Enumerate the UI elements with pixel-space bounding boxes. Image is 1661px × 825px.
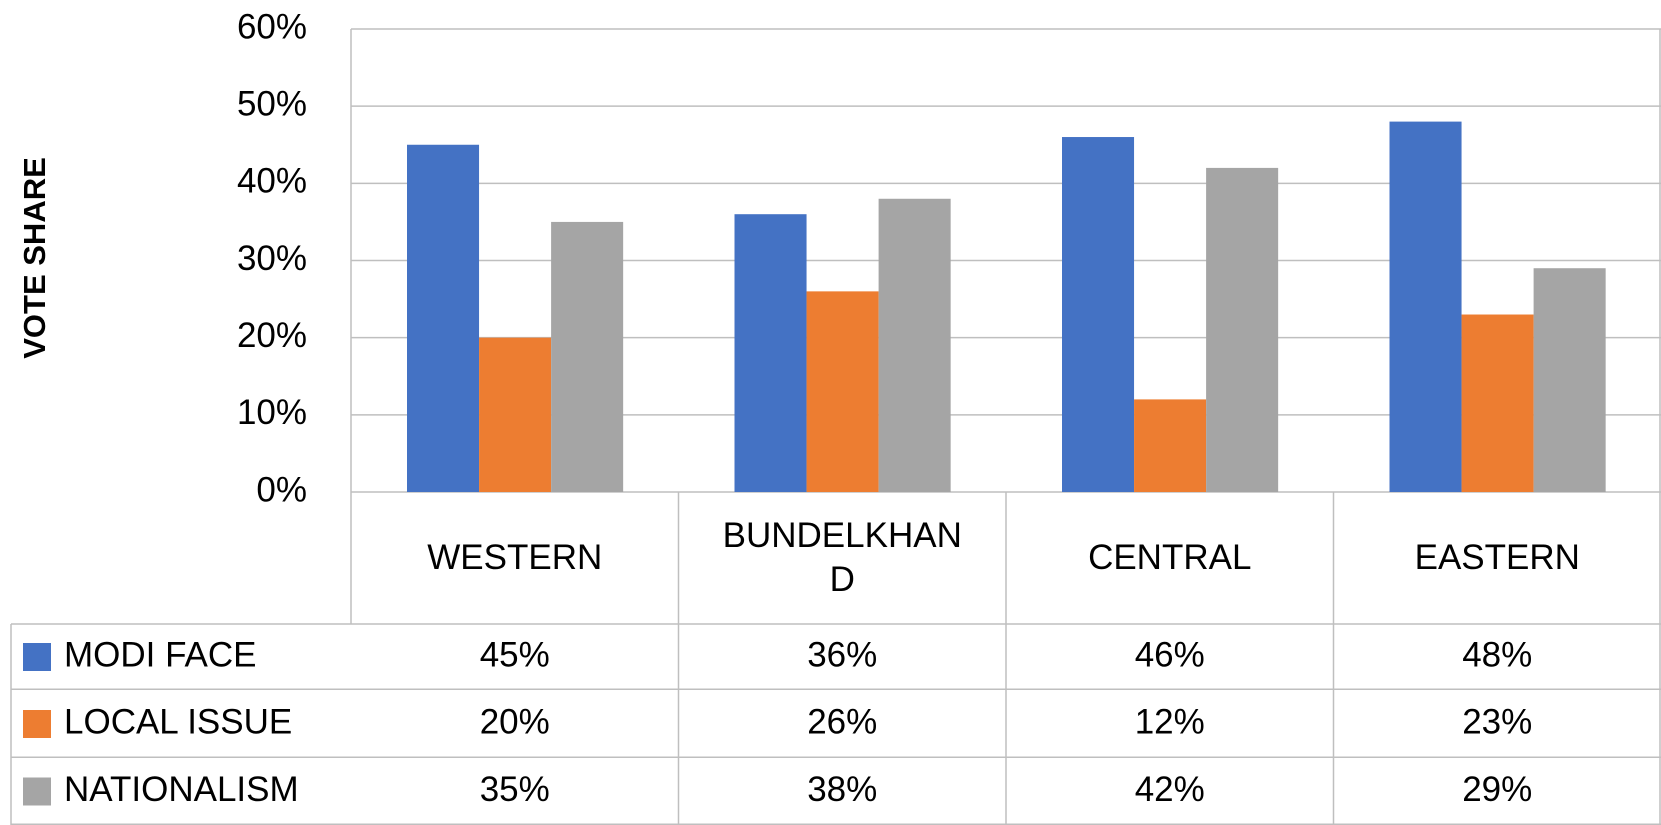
bar (479, 337, 552, 492)
legend-label: LOCAL ISSUE (64, 702, 292, 741)
y-tick-label: 50% (237, 84, 307, 123)
y-tick-label: 0% (256, 470, 307, 509)
bar (1062, 137, 1135, 493)
y-tick-label: 40% (237, 162, 307, 201)
bar (1206, 167, 1279, 492)
y-tick-label: 10% (237, 393, 307, 432)
table-value: 26% (807, 702, 877, 741)
bar (878, 198, 951, 492)
table-value: 29% (1462, 770, 1532, 809)
bar (551, 221, 624, 492)
bar (734, 214, 807, 492)
legend-swatch (23, 710, 51, 738)
bar (407, 144, 480, 492)
x-tick-label: WESTERN (427, 538, 603, 577)
table-value: 38% (807, 770, 877, 809)
table-value: 35% (480, 770, 550, 809)
table-value: 20% (480, 702, 550, 741)
legend-label: NATIONALISM (64, 770, 299, 809)
bar (1134, 399, 1207, 492)
y-tick-label: 60% (237, 7, 307, 46)
table-value: 36% (807, 635, 877, 674)
y-tick-label: 20% (237, 316, 307, 355)
table-value: 48% (1462, 635, 1532, 674)
bar (1461, 314, 1534, 492)
bar (1389, 121, 1462, 492)
bar (1533, 268, 1606, 492)
x-tick-label: EASTERN (1414, 538, 1580, 577)
table-value: 42% (1135, 770, 1205, 809)
legend-label: MODI FACE (64, 635, 257, 674)
table-value: 23% (1462, 702, 1532, 741)
bar (806, 291, 879, 492)
x-tick-label: BUNDELKHAND (722, 516, 962, 599)
legend-swatch (23, 643, 51, 671)
x-tick-label: CENTRAL (1088, 538, 1252, 577)
table-value: 46% (1135, 635, 1205, 674)
legend-swatch (23, 777, 51, 806)
table-value: 12% (1135, 702, 1205, 741)
y-axis-label: VOTE SHARE (17, 157, 52, 359)
y-tick-label: 30% (237, 239, 307, 278)
table-value: 45% (480, 635, 550, 674)
